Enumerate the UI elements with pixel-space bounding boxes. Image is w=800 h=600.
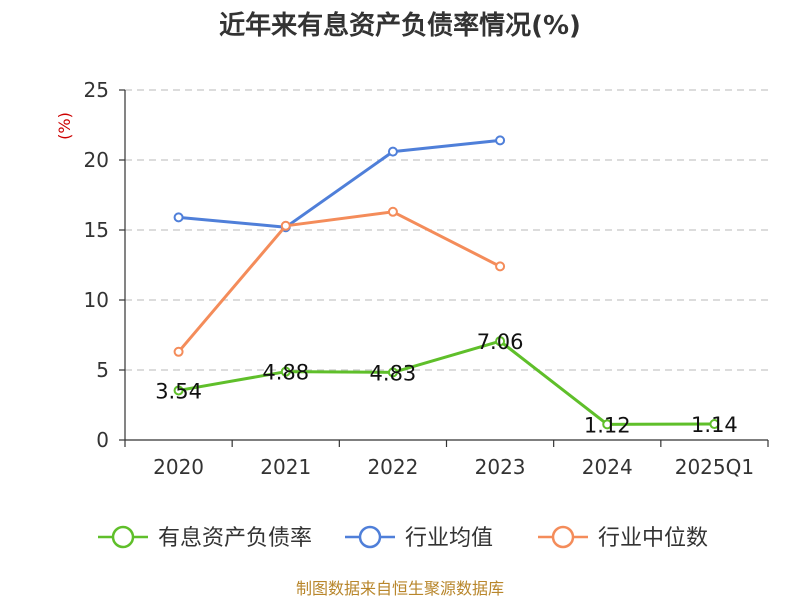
axes: 0 5 10 15 20 25 2020 2021 2022 2023 2024 2025Q1 xyxy=(84,78,769,479)
legend-label: 行业均值 xyxy=(405,526,493,551)
data-point xyxy=(709,419,720,430)
series-layer xyxy=(173,135,720,430)
data-point xyxy=(173,346,184,357)
data-point xyxy=(387,206,398,217)
source-note: 制图数据来自恒生聚源数据库 xyxy=(296,579,504,598)
x-tick-label: 2024 xyxy=(582,455,633,479)
data-point xyxy=(495,135,506,146)
series-line xyxy=(178,339,715,426)
data-point xyxy=(602,419,613,430)
data-label: 7.06 xyxy=(477,330,524,354)
y-tick-label: 0 xyxy=(96,428,109,452)
x-tick-label: 2020 xyxy=(153,455,204,479)
data-point xyxy=(173,385,184,396)
data-point xyxy=(173,212,184,223)
data-point xyxy=(280,366,291,377)
y-tick-label: 25 xyxy=(84,78,109,102)
legend: 有息资产负债率 行业均值 行业中位数 xyxy=(98,525,708,551)
x-tick-label: 2023 xyxy=(475,455,526,479)
x-tick-label: 2025Q1 xyxy=(675,455,754,479)
data-labels: 3.54 4.88 4.83 7.06 1.12 1.14 xyxy=(155,330,738,437)
legend-marker xyxy=(551,525,575,549)
data-label: 3.54 xyxy=(155,379,202,403)
y-axis-unit: (%) xyxy=(55,112,74,140)
y-tick-label: 20 xyxy=(84,148,109,172)
data-label: 4.88 xyxy=(262,361,309,385)
data-point xyxy=(280,220,291,231)
grid-lines xyxy=(125,89,768,371)
data-label: 4.83 xyxy=(370,361,417,385)
data-point xyxy=(387,367,398,378)
y-tick-label: 10 xyxy=(84,288,109,312)
chart-title: 近年来有息资产负债率情况(%) xyxy=(219,10,581,41)
y-tick-label: 5 xyxy=(96,358,109,382)
series-line xyxy=(178,138,501,229)
y-tick-label: 15 xyxy=(84,218,109,242)
x-tick-label: 2022 xyxy=(367,455,418,479)
series-line xyxy=(177,210,501,353)
legend-label: 行业中位数 xyxy=(598,526,708,551)
data-label: 1.14 xyxy=(691,413,738,437)
legend-marker xyxy=(358,525,382,549)
legend-label: 有息资产负债率 xyxy=(158,526,312,551)
data-point xyxy=(495,336,506,347)
data-label: 1.12 xyxy=(584,413,631,437)
data-point xyxy=(387,146,398,157)
data-point xyxy=(495,261,506,272)
legend-marker xyxy=(111,525,135,549)
x-tick-label: 2021 xyxy=(260,455,311,479)
